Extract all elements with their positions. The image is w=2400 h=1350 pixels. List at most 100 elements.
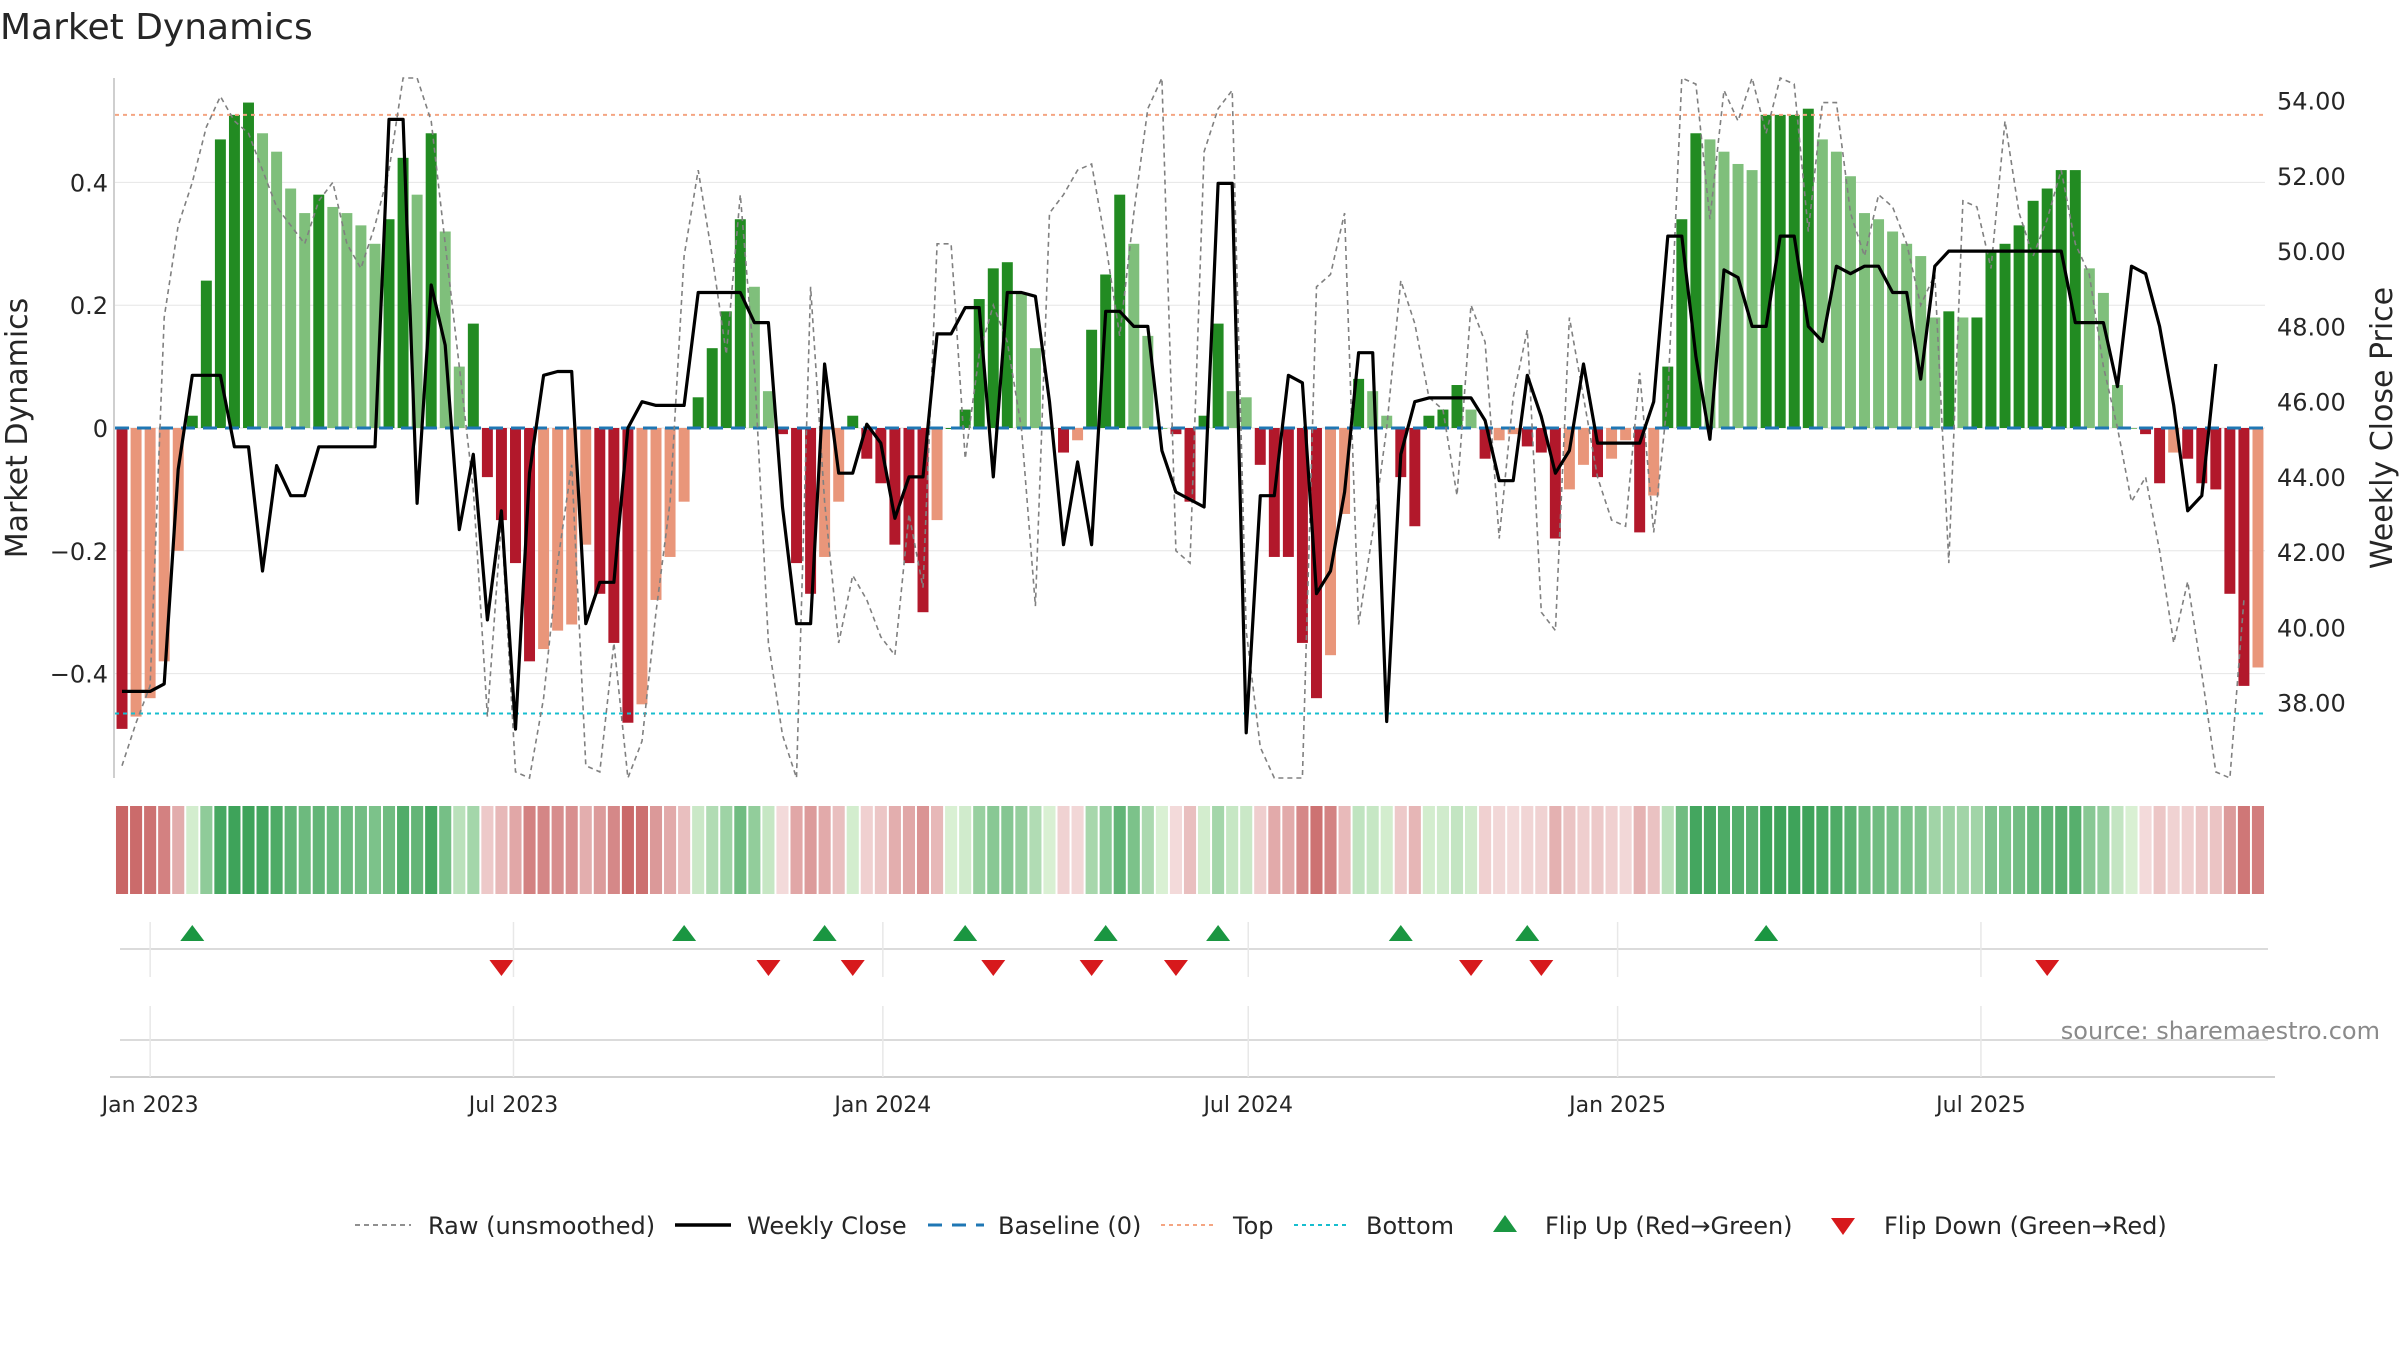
bar bbox=[2154, 428, 2166, 484]
x-tick-label: Jul 2024 bbox=[1201, 1093, 1293, 1118]
bar bbox=[636, 428, 648, 705]
flip-up-marker bbox=[180, 925, 205, 941]
regime-cell bbox=[2209, 806, 2222, 894]
regime-cell bbox=[1647, 806, 1660, 894]
bar bbox=[1521, 428, 1533, 447]
bar bbox=[2140, 428, 2152, 435]
regime-cell bbox=[551, 806, 564, 894]
x-tick-label: Jan 2023 bbox=[100, 1093, 199, 1118]
regime-cell bbox=[1057, 806, 1070, 894]
legend-label: Flip Down (Green→Red) bbox=[1884, 1212, 2167, 1240]
bar bbox=[2238, 428, 2250, 686]
regime-cell bbox=[158, 806, 171, 894]
regime-cell bbox=[1521, 806, 1534, 894]
raw-series bbox=[121, 75, 2245, 780]
bar bbox=[1620, 428, 1632, 441]
regime-cell bbox=[1675, 806, 1688, 894]
regime-cell bbox=[312, 806, 325, 894]
bar bbox=[327, 206, 339, 428]
regime-cell bbox=[635, 806, 649, 894]
regime-cell bbox=[2041, 806, 2054, 894]
regime-cell bbox=[298, 806, 311, 894]
flip-down-marker bbox=[756, 960, 781, 976]
regime-cell bbox=[1788, 806, 1801, 894]
bar bbox=[552, 428, 564, 631]
bar bbox=[2097, 292, 2109, 428]
bar bbox=[1844, 176, 1856, 428]
bar bbox=[791, 428, 803, 564]
regime-cell bbox=[579, 806, 592, 894]
regime-cell bbox=[1465, 806, 1478, 894]
bar bbox=[158, 428, 170, 662]
regime-cell bbox=[481, 806, 494, 894]
bar bbox=[1423, 415, 1435, 428]
regime-cell bbox=[1324, 806, 1337, 894]
regime-cell bbox=[973, 806, 986, 894]
bar bbox=[1577, 428, 1589, 465]
bar bbox=[1648, 428, 1660, 496]
flip-down-marker bbox=[2035, 960, 2060, 976]
x-tick-label: Jan 2024 bbox=[832, 1093, 931, 1118]
regime-cell bbox=[1043, 806, 1056, 894]
bar bbox=[1170, 428, 1182, 435]
left-axis-title: Market Dynamics bbox=[0, 298, 35, 559]
regime-cell bbox=[1577, 806, 1590, 894]
right-y-axis: 38.00 40.00 42.00 44.00 46.00 48.00 50.00 52.00… bbox=[2277, 88, 2346, 718]
regime-cell bbox=[200, 806, 213, 894]
bar bbox=[1128, 243, 1140, 428]
bar bbox=[2013, 225, 2025, 428]
regime-cell bbox=[2195, 806, 2208, 894]
bar bbox=[1816, 139, 1828, 428]
bar bbox=[720, 311, 732, 428]
legend-label: Weekly Close bbox=[747, 1212, 907, 1240]
regime-cell bbox=[664, 806, 677, 894]
regime-cell bbox=[1296, 806, 1309, 894]
bar bbox=[495, 428, 507, 521]
regime-cell bbox=[1450, 806, 1464, 894]
regime-cell bbox=[2125, 806, 2138, 894]
bar bbox=[1198, 415, 1210, 428]
price-series bbox=[122, 117, 2218, 735]
bar bbox=[1999, 243, 2011, 428]
regime-cell bbox=[537, 806, 550, 894]
flip-up-marker bbox=[1754, 925, 1779, 941]
regime-cell bbox=[607, 806, 620, 894]
regime-cell bbox=[1366, 806, 1379, 894]
bar bbox=[1367, 391, 1379, 428]
regime-cell bbox=[326, 806, 339, 894]
regime-cell bbox=[959, 806, 972, 894]
regime-cell bbox=[340, 806, 353, 894]
regime-cell bbox=[1493, 806, 1506, 894]
bar bbox=[973, 299, 985, 428]
regime-cell bbox=[228, 806, 241, 894]
regime-cell bbox=[397, 806, 410, 894]
flip-down-marker bbox=[1163, 960, 1188, 976]
right-tick-label: 54.00 bbox=[2277, 88, 2346, 116]
regime-cell bbox=[1338, 806, 1351, 894]
legend-swatch bbox=[1831, 1218, 1855, 1235]
bar bbox=[481, 428, 493, 478]
right-axis-title: Weekly Close Price bbox=[2365, 287, 2400, 569]
regime-cell bbox=[1479, 806, 1492, 894]
bar bbox=[524, 428, 536, 662]
regime-cell bbox=[1254, 806, 1267, 894]
regime-cell bbox=[706, 806, 719, 894]
bar bbox=[650, 428, 662, 600]
flip-markers-panel bbox=[120, 925, 2268, 1041]
regime-cell bbox=[762, 806, 775, 894]
x-axis: Jan 2023 Jul 2023 Jan 2024 Jul 2024 Jan 2025… bbox=[100, 922, 2275, 1118]
bar bbox=[1058, 428, 1070, 453]
bar bbox=[1353, 378, 1365, 428]
bar bbox=[243, 102, 254, 428]
regime-cell bbox=[2055, 806, 2068, 894]
x-tick-label: Jan 2025 bbox=[1567, 1093, 1666, 1118]
regime-cell bbox=[2223, 806, 2236, 894]
regime-cell bbox=[1408, 806, 1421, 894]
flip-down-marker bbox=[981, 960, 1006, 976]
bar bbox=[903, 428, 915, 564]
bar bbox=[1339, 428, 1351, 514]
bar bbox=[1479, 428, 1491, 459]
bar bbox=[1465, 409, 1477, 428]
regime-cell bbox=[1605, 806, 1618, 894]
regime-cell bbox=[439, 806, 452, 894]
